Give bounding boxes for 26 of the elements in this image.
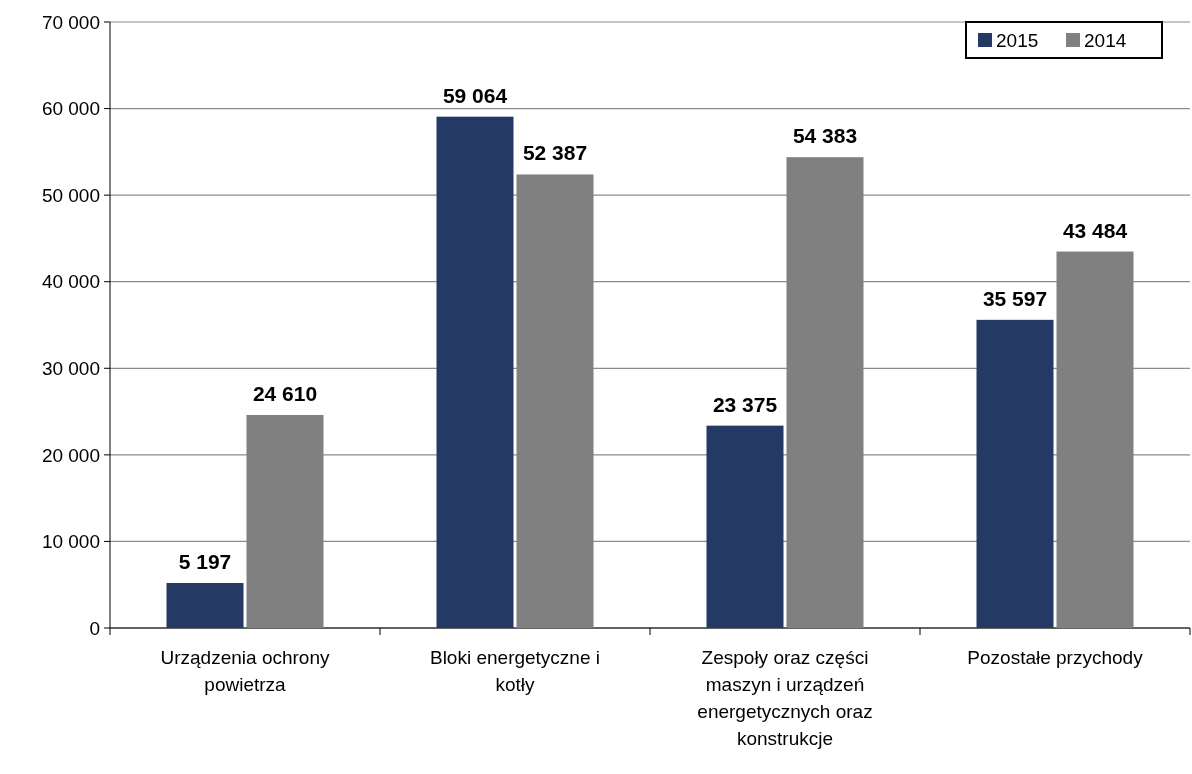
data-label: 5 197 [178, 550, 232, 574]
y-tick-label: 20 000 [41, 444, 100, 466]
data-label: 54 383 [792, 124, 858, 148]
data-label: 35 597 [982, 286, 1048, 310]
x-tick-label: Zespoły oraz części maszyn i urządzeń energetycznych oraz konstrukcje [697, 647, 873, 749]
y-tick-label: 0 [89, 617, 100, 639]
bar [436, 116, 514, 628]
y-tick-label: 70 000 [41, 11, 100, 33]
y-tick-label: 40 000 [41, 271, 100, 293]
data-label: 23 375 [712, 392, 778, 416]
y-tick-label: 30 000 [41, 357, 100, 379]
bar [706, 425, 784, 628]
bar [976, 319, 1054, 628]
x-tick-label: Urządzenia ochrony powietrza [160, 647, 330, 695]
data-label: 59 064 [442, 83, 508, 107]
y-tick-label: 50 000 [41, 184, 100, 206]
x-tick-label: Bloki energetyczne i kotły [429, 647, 601, 695]
data-label: 43 484 [1062, 218, 1128, 242]
legend-label: 2014 [1084, 29, 1127, 51]
bar [166, 583, 244, 628]
data-label: 52 387 [522, 141, 588, 165]
y-tick-label: 60 000 [41, 98, 100, 120]
legend-label: 2015 [996, 29, 1039, 51]
x-tick-label: Pozostałe przychody [967, 647, 1144, 668]
data-label: 24 610 [252, 381, 318, 405]
y-tick-label: 10 000 [41, 531, 100, 553]
